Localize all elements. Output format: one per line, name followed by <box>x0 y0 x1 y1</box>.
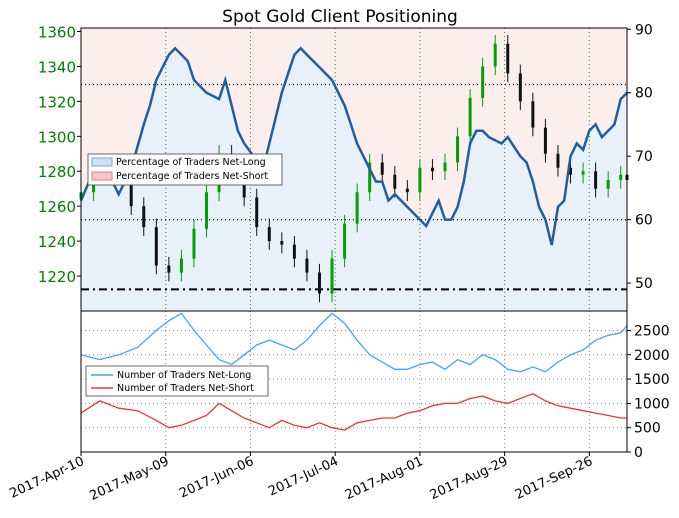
right-tick-label: 2500 <box>634 323 670 339</box>
legend-label-net-short: Percentage of Traders Net-Short <box>116 171 268 182</box>
candle-body <box>405 188 409 193</box>
right-tick-label: 60 <box>635 213 653 229</box>
top-panel: 1220 1240 1260 1280 1300 1320 1340 1360 50 60 70 80… <box>38 22 653 312</box>
candle-body <box>267 227 271 242</box>
right-tick-label: 2000 <box>634 348 670 364</box>
left-tick-label: 1320 <box>38 93 76 111</box>
left-tick-label: 1300 <box>38 128 76 146</box>
candle-body <box>493 43 497 67</box>
right-tick-label: 50 <box>635 276 653 292</box>
chart-title: Spot Gold Client Positioning <box>222 7 458 27</box>
legend-label-net-long-count: Number of Traders Net-Long <box>117 370 251 381</box>
x-tick-label: 2017-May-09 <box>87 454 171 504</box>
candle-body <box>255 197 259 228</box>
candle-body <box>481 66 485 98</box>
x-tick-label: 2017-Jun-06 <box>177 454 256 501</box>
candle-body <box>330 258 334 294</box>
net-short-count-line <box>80 392 627 431</box>
candle-body <box>343 223 347 259</box>
candle-body <box>556 153 560 168</box>
candle-body <box>280 241 284 245</box>
candle-body <box>355 192 359 224</box>
x-tick-label: 2017-Aug-01 <box>343 454 426 503</box>
net-long-area <box>81 48 627 312</box>
x-tick-label: 2017-Sep-26 <box>513 454 595 503</box>
candle-body <box>179 258 183 273</box>
candle-body <box>192 228 196 259</box>
right-tick-label: 500 <box>634 421 661 437</box>
candle-body <box>205 192 209 229</box>
left-tick-label: 1280 <box>38 163 76 181</box>
candle-body <box>506 43 510 74</box>
net-long-count-line <box>80 312 628 373</box>
candle-body <box>393 174 397 189</box>
candle-body <box>368 162 372 193</box>
candle-body <box>468 97 472 137</box>
bottom-panel: 0 500 1000 1500 2000 2500 Number of Traders Ne… <box>80 310 670 461</box>
candle-body <box>581 171 585 175</box>
candle-body <box>317 272 321 294</box>
candle-body <box>305 258 309 273</box>
candle-body <box>242 174 246 198</box>
bottom-legend: Number of Traders Net-Long Number of Trad… <box>85 365 269 397</box>
right-tick-label: 70 <box>635 149 653 165</box>
candle-body <box>167 265 171 273</box>
top-legend: Percentage of Traders Net-Long Percentage… <box>87 153 283 186</box>
x-tick-label: 2017-Aug-29 <box>428 454 511 503</box>
candle-body <box>443 162 447 172</box>
left-tick-label: 1360 <box>38 23 76 41</box>
candle-body <box>619 174 623 180</box>
candle-body <box>418 167 422 193</box>
candle-body <box>129 171 133 207</box>
candle-body <box>380 162 384 175</box>
bottom-panel-frame <box>80 310 628 453</box>
left-tick-label: 1340 <box>38 58 76 76</box>
left-tick-label: 1240 <box>38 233 76 251</box>
x-axis-labels: 2017-Apr-10 2017-May-09 2017-Jun-06 2017-Ju… <box>7 452 595 504</box>
legend-box <box>87 153 283 186</box>
candle-body <box>154 227 158 266</box>
candle-body <box>142 206 146 228</box>
legend-swatch-net-short <box>91 171 113 181</box>
candle-body <box>292 244 296 259</box>
candle-body <box>430 167 434 172</box>
net-long-percentage-line <box>79 46 628 246</box>
right-tick-label: 1500 <box>634 372 670 388</box>
legend-box <box>85 365 269 397</box>
candle-body <box>456 136 460 163</box>
right-tick-label: 1000 <box>634 396 670 412</box>
legend-swatch-net-long <box>91 157 113 167</box>
candle-body <box>594 171 598 189</box>
right-tick-label: 90 <box>635 22 653 38</box>
candle-body <box>518 73 522 102</box>
right-tick-label: 80 <box>635 86 653 102</box>
left-tick-label: 1220 <box>38 268 76 286</box>
candle-body <box>531 101 535 128</box>
x-tick-label: 2017-Apr-10 <box>7 454 86 502</box>
candle-body <box>569 167 573 175</box>
candle-body <box>606 179 610 189</box>
left-tick-label: 1260 <box>38 198 76 216</box>
right-tick-label: 0 <box>634 445 643 461</box>
candle-body <box>543 127 547 154</box>
legend-label-net-short-count: Number of Traders Net-Short <box>117 383 254 394</box>
legend-label-net-long: Percentage of Traders Net-Long <box>116 157 266 168</box>
x-tick-label: 2017-Jul-04 <box>266 454 341 499</box>
